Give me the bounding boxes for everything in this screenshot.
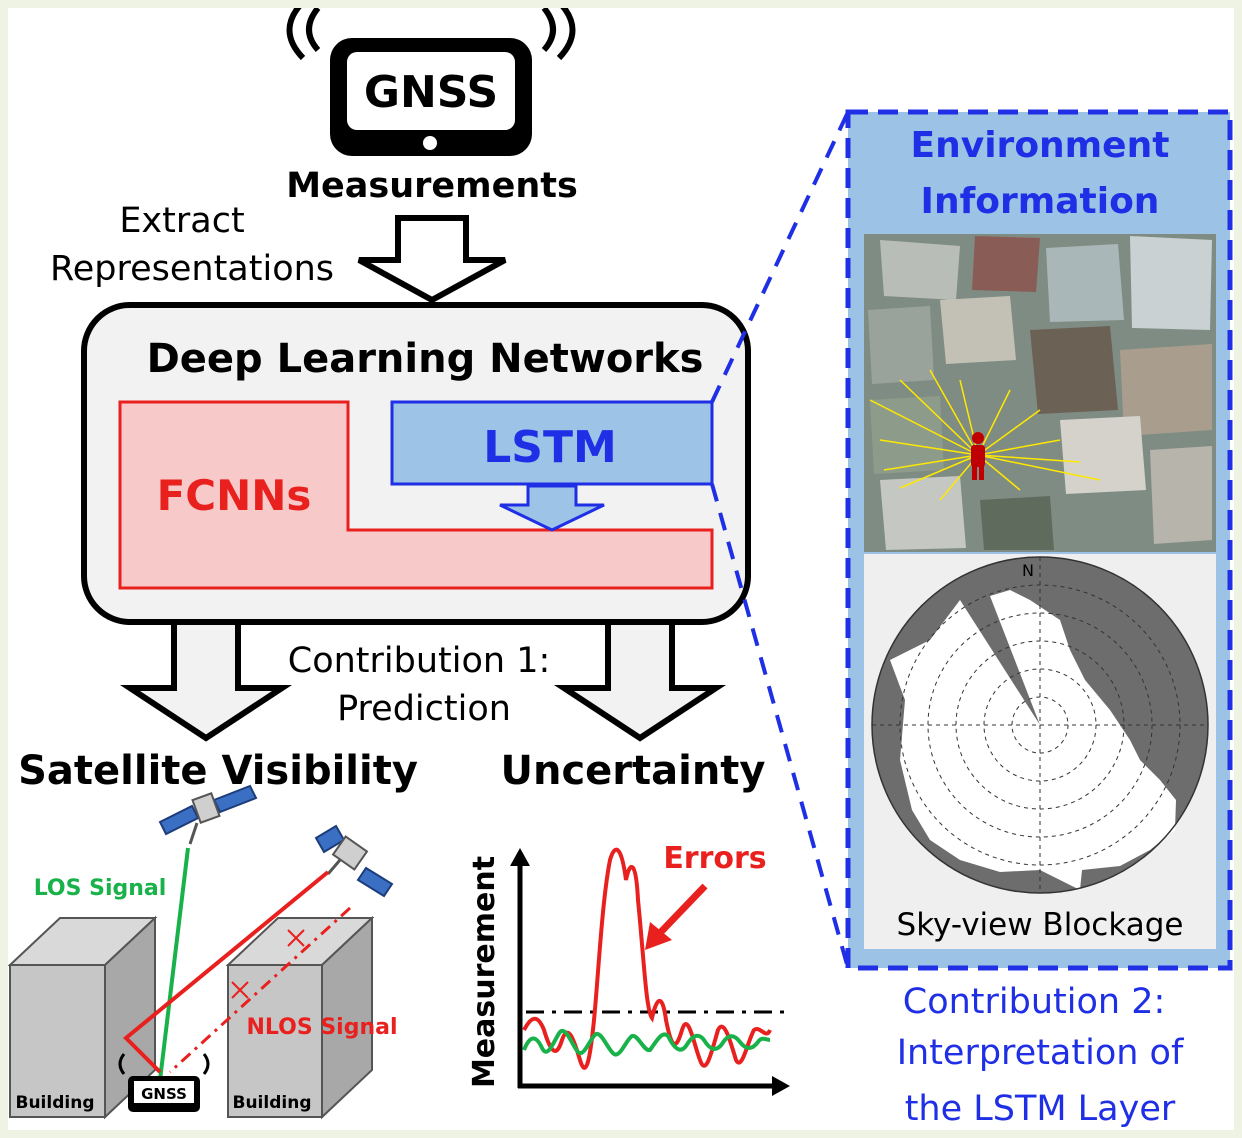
- receiver-icon: [118, 1053, 210, 1112]
- skyview-open-region: [890, 590, 1176, 890]
- errors-label: Errors: [663, 841, 766, 876]
- errors-pointer-arrow: [645, 883, 708, 950]
- lstm-to-fcnn-arrow: [499, 484, 605, 532]
- zoom-line-top: [710, 111, 850, 403]
- plot-nominal-curve: [522, 1028, 771, 1057]
- person-icon: [971, 432, 985, 480]
- environment-title-line2: Information: [921, 181, 1160, 222]
- contribution1-line2: Prediction: [337, 689, 511, 729]
- environment-title-line1: Environment: [911, 125, 1170, 166]
- blocked-signal-cross-2: [231, 981, 249, 999]
- fcnns-label: FCNNs: [157, 471, 312, 520]
- gnss-device-icon: [286, 0, 576, 156]
- building-right: [225, 915, 375, 1120]
- fcnn-block: [118, 400, 714, 590]
- satellite-visibility-label: Satellite Visibility: [18, 748, 418, 794]
- contribution2-line3: the LSTM Layer: [905, 1089, 1176, 1129]
- building-right-label: Building: [233, 1093, 312, 1113]
- extract-label-line1: Extract: [119, 201, 244, 241]
- zoom-line-bottom: [710, 483, 850, 969]
- nlos-reflected-path: [123, 870, 330, 1074]
- deep-learning-title: Deep Learning Networks: [147, 336, 704, 382]
- plot-y-arrowhead: [510, 848, 530, 866]
- contribution1-line1: Contribution 1:: [288, 641, 551, 681]
- skyview-plot: [864, 554, 1216, 949]
- aerial-city-image: [864, 234, 1216, 552]
- measurements-caption: Measurements: [286, 166, 578, 206]
- lstm-label: LSTM: [483, 422, 617, 473]
- blocked-signal-cross-1: [287, 929, 305, 947]
- skyview-caption: Sky-view Blockage: [897, 907, 1184, 943]
- gnss-label: GNSS: [364, 67, 498, 118]
- building-left: [7, 915, 158, 1120]
- los-signal-line: [158, 847, 190, 1081]
- contribution2-line1: Contribution 2:: [903, 982, 1166, 1022]
- los-signal-label: LOS Signal: [34, 876, 167, 901]
- extract-label-line2: Representations: [50, 249, 334, 289]
- diagram-svg: GNSS Measurements Extract Representation…: [7, 0, 1233, 1129]
- uncertainty-arrow: [553, 619, 727, 742]
- plot-y-label: Measurement: [467, 856, 502, 1088]
- building-left-label: Building: [16, 1093, 95, 1113]
- contribution2-line2: Interpretation of: [897, 1033, 1184, 1073]
- visibility-arrow: [119, 619, 293, 742]
- skyview-north-label: N: [1022, 561, 1034, 580]
- uncertainty-label: Uncertainty: [500, 748, 765, 794]
- plot-x-arrowhead: [772, 1076, 790, 1096]
- lstm-block: [390, 400, 714, 486]
- extract-arrow: [357, 215, 507, 304]
- receiver-label: GNSS: [141, 1085, 187, 1103]
- satellite-icon-2: [314, 824, 394, 898]
- skyview-grid: [872, 557, 1208, 893]
- nlos-signal-label: NLOS Signal: [246, 1015, 397, 1040]
- satellite-icon-1: [158, 784, 258, 845]
